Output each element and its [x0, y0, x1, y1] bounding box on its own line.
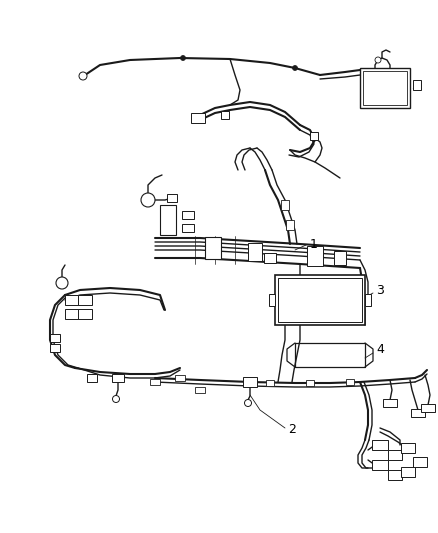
Bar	[50, 344, 60, 352]
Bar	[333, 251, 345, 265]
Bar	[159, 205, 176, 235]
Text: 4: 4	[375, 343, 383, 357]
Bar	[247, 243, 261, 261]
Bar	[65, 309, 79, 319]
Ellipse shape	[180, 55, 185, 61]
Bar	[263, 253, 276, 263]
Bar	[412, 457, 426, 467]
Bar	[387, 470, 401, 480]
Bar	[359, 68, 409, 108]
Ellipse shape	[141, 193, 155, 207]
Ellipse shape	[244, 400, 251, 407]
Bar	[277, 278, 361, 322]
Bar	[420, 404, 434, 412]
Bar	[194, 387, 205, 393]
Bar	[371, 460, 387, 470]
Bar	[87, 374, 97, 382]
Bar	[265, 380, 273, 386]
Bar	[191, 113, 205, 123]
Bar	[205, 237, 220, 259]
Bar	[175, 375, 184, 381]
Bar	[166, 194, 177, 202]
Text: 3: 3	[375, 284, 383, 296]
Ellipse shape	[56, 277, 68, 289]
Bar	[362, 71, 406, 105]
Bar	[243, 377, 256, 387]
Bar	[345, 379, 353, 385]
Text: 1: 1	[309, 238, 317, 252]
Bar	[306, 246, 322, 266]
Bar	[387, 450, 401, 460]
Bar	[285, 220, 293, 230]
Bar	[150, 379, 159, 385]
Bar	[274, 275, 364, 325]
Bar	[268, 294, 274, 306]
Bar	[400, 467, 414, 477]
Bar	[65, 295, 79, 305]
Bar	[78, 295, 92, 305]
Text: 2: 2	[287, 424, 295, 437]
Bar	[400, 443, 414, 453]
Bar	[112, 374, 124, 382]
Bar	[280, 200, 288, 210]
Ellipse shape	[79, 72, 87, 80]
Bar	[182, 211, 194, 219]
Bar	[412, 80, 420, 90]
Bar	[382, 399, 396, 407]
Bar	[182, 224, 194, 232]
Bar	[364, 294, 370, 306]
Bar	[50, 334, 60, 342]
Bar	[410, 409, 424, 417]
Ellipse shape	[112, 395, 119, 402]
Bar	[305, 380, 313, 386]
Bar	[78, 309, 92, 319]
Ellipse shape	[292, 66, 297, 70]
Bar	[220, 111, 229, 119]
Bar	[371, 440, 387, 450]
Ellipse shape	[374, 57, 380, 63]
Bar	[309, 132, 317, 140]
